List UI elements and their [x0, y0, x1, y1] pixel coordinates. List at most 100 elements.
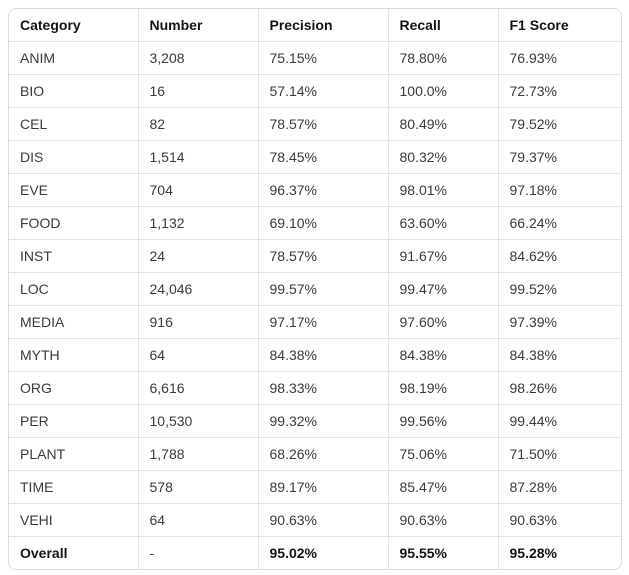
cell-precision: 89.17%: [258, 470, 389, 504]
cell-precision: 75.15%: [258, 41, 389, 75]
cell-number: 24,046: [138, 272, 259, 306]
cell-category: EVE: [9, 173, 139, 207]
table-row: ORG 6,616 98.33% 98.19% 98.26%: [9, 371, 621, 405]
cell-precision: 98.33%: [258, 371, 389, 405]
cell-f1-score: 97.39%: [498, 305, 621, 339]
table-row: PLANT 1,788 68.26% 75.06% 71.50%: [9, 437, 621, 471]
table-row: MEDIA 916 97.17% 97.60% 97.39%: [9, 305, 621, 339]
cell-recall: 85.47%: [388, 470, 499, 504]
cell-f1-score: 79.52%: [498, 107, 621, 141]
cell-f1-score: 66.24%: [498, 206, 621, 240]
cell-precision: 78.45%: [258, 140, 389, 174]
table-row: DIS 1,514 78.45% 80.32% 79.37%: [9, 140, 621, 174]
header-category: Category: [9, 9, 139, 42]
cell-category: ANIM: [9, 41, 139, 75]
header-recall: Recall: [388, 9, 499, 42]
cell-category: ORG: [9, 371, 139, 405]
cell-number: 578: [138, 470, 259, 504]
cell-category: VEHI: [9, 503, 139, 537]
table-row: LOC 24,046 99.57% 99.47% 99.52%: [9, 272, 621, 306]
cell-category: PER: [9, 404, 139, 438]
overall-cell-category: Overall: [9, 536, 139, 569]
cell-f1-score: 90.63%: [498, 503, 621, 537]
header-f1-score: F1 Score: [498, 9, 621, 42]
cell-category: FOOD: [9, 206, 139, 240]
cell-f1-score: 87.28%: [498, 470, 621, 504]
cell-category: TIME: [9, 470, 139, 504]
table-row: INST 24 78.57% 91.67% 84.62%: [9, 239, 621, 273]
cell-recall: 99.56%: [388, 404, 499, 438]
cell-number: 16: [138, 74, 259, 108]
table-row: FOOD 1,132 69.10% 63.60% 66.24%: [9, 206, 621, 240]
cell-precision: 57.14%: [258, 74, 389, 108]
cell-precision: 99.32%: [258, 404, 389, 438]
cell-number: 916: [138, 305, 259, 339]
cell-category: INST: [9, 239, 139, 273]
cell-f1-score: 99.44%: [498, 404, 621, 438]
overall-cell-number: -: [138, 536, 259, 569]
overall-cell-recall: 95.55%: [388, 536, 499, 569]
cell-category: PLANT: [9, 437, 139, 471]
cell-f1-score: 84.38%: [498, 338, 621, 372]
header-precision: Precision: [258, 9, 389, 42]
table-row: PER 10,530 99.32% 99.56% 99.44%: [9, 404, 621, 438]
results-table-container: Category Number Precision Recall F1 Scor…: [8, 8, 622, 570]
cell-precision: 96.37%: [258, 173, 389, 207]
cell-category: MYTH: [9, 338, 139, 372]
table-row: ANIM 3,208 75.15% 78.80% 76.93%: [9, 41, 621, 75]
cell-precision: 99.57%: [258, 272, 389, 306]
overall-cell-precision: 95.02%: [258, 536, 389, 569]
cell-number: 64: [138, 503, 259, 537]
cell-f1-score: 79.37%: [498, 140, 621, 174]
table-row: VEHI 64 90.63% 90.63% 90.63%: [9, 503, 621, 537]
cell-number: 6,616: [138, 371, 259, 405]
cell-recall: 80.32%: [388, 140, 499, 174]
cell-f1-score: 84.62%: [498, 239, 621, 273]
cell-recall: 90.63%: [388, 503, 499, 537]
table-row: BIO 16 57.14% 100.0% 72.73%: [9, 74, 621, 108]
cell-category: DIS: [9, 140, 139, 174]
cell-category: LOC: [9, 272, 139, 306]
cell-recall: 91.67%: [388, 239, 499, 273]
overall-cell-f1-score: 95.28%: [509, 545, 557, 561]
cell-f1-score: 71.50%: [498, 437, 621, 471]
cell-category: BIO: [9, 74, 139, 108]
table-body: ANIM 3,208 75.15% 78.80% 76.93% BIO 16 57.14% 10…: [9, 41, 621, 569]
table-row: CEL 82 78.57% 80.49% 79.52%: [9, 107, 621, 141]
cell-f1-score: 97.18%: [498, 173, 621, 207]
cell-category: CEL: [9, 107, 139, 141]
cell-precision: 68.26%: [258, 437, 389, 471]
cell-recall: 98.01%: [388, 173, 499, 207]
cell-number: 3,208: [138, 41, 259, 75]
table-row: MYTH 64 84.38% 84.38% 84.38%: [9, 338, 621, 372]
cell-recall: 80.49%: [388, 107, 499, 141]
cell-f1-score: 76.93%: [498, 41, 621, 75]
cell-number: 10,530: [138, 404, 259, 438]
header-number: Number: [138, 9, 259, 42]
cell-precision: 69.10%: [258, 206, 389, 240]
cell-number: 64: [138, 338, 259, 372]
cell-precision: 84.38%: [258, 338, 389, 372]
results-table: Category Number Precision Recall F1 Scor…: [9, 9, 621, 569]
cell-recall: 78.80%: [388, 41, 499, 75]
cell-recall: 97.60%: [388, 305, 499, 339]
cell-number: 24: [138, 239, 259, 273]
cell-number: 1,132: [138, 206, 259, 240]
cell-number: 704: [138, 173, 259, 207]
cell-precision: 90.63%: [258, 503, 389, 537]
cell-precision: 78.57%: [258, 239, 389, 273]
cell-f1-score: 99.52%: [498, 272, 621, 306]
cell-recall: 84.38%: [388, 338, 499, 372]
cell-number: 1,514: [138, 140, 259, 174]
cell-recall: 99.47%: [388, 272, 499, 306]
cell-recall: 63.60%: [388, 206, 499, 240]
table-row: EVE 704 96.37% 98.01% 97.18%: [9, 173, 621, 207]
cell-number: 1,788: [138, 437, 259, 471]
table-row: TIME 578 89.17% 85.47% 87.28%: [9, 470, 621, 504]
cell-recall: 100.0%: [388, 74, 499, 108]
cell-precision: 78.57%: [258, 107, 389, 141]
cell-recall: 75.06%: [388, 437, 499, 471]
cell-category: MEDIA: [9, 305, 139, 339]
table-row-overall: Overall -95.02% 95.55% 95.28%: [9, 536, 621, 569]
cell-f1-score: 98.26%: [498, 371, 621, 405]
